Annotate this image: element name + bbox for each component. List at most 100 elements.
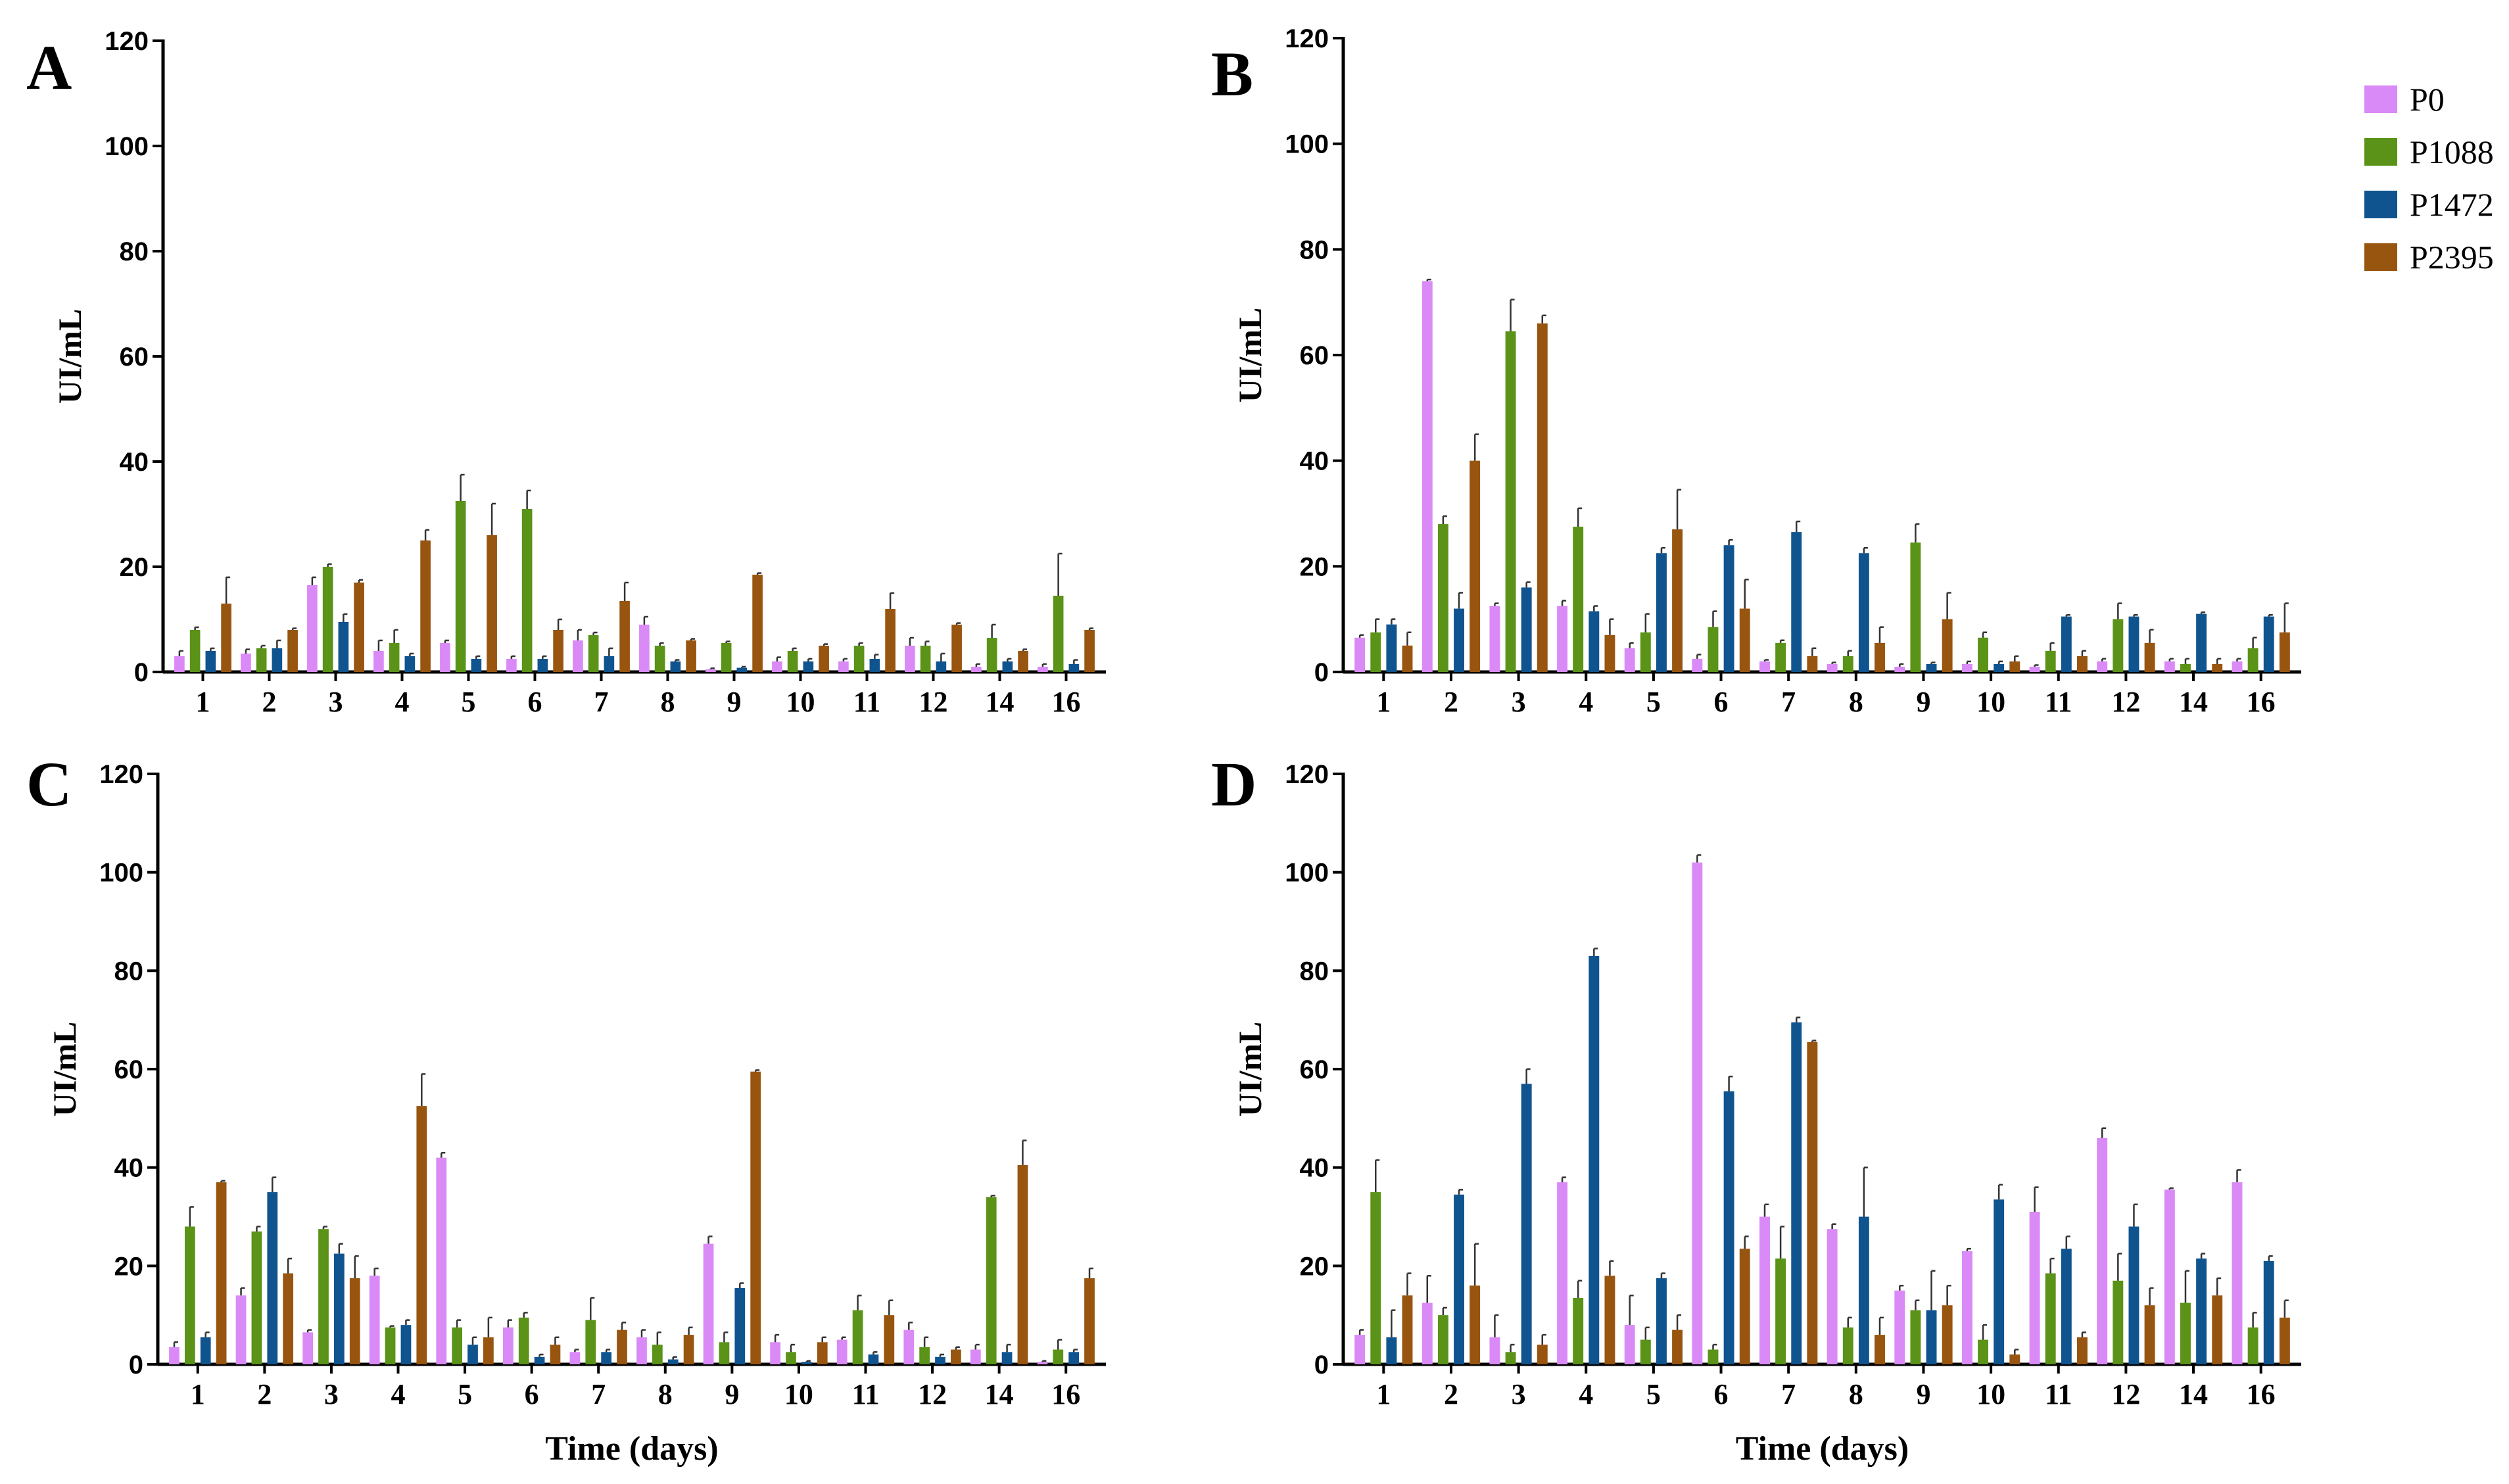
bar-p1472-5 — [467, 1345, 478, 1364]
x-tick-label: 1 — [191, 1378, 205, 1410]
y-tick-label: 0 — [1314, 1351, 1329, 1379]
x-tick-label: 7 — [1781, 686, 1796, 718]
y-axis-label: UI/mL — [1231, 308, 1268, 402]
x-tick-label: 5 — [1646, 686, 1661, 718]
legend: P0 P1088 P1472 P2395 — [2364, 81, 2494, 275]
bar-p1472-7 — [1791, 532, 1802, 672]
bar-p2395-5 — [1672, 1329, 1683, 1364]
bar-p2395-14 — [2212, 1295, 2223, 1364]
x-tick-label: 11 — [2045, 686, 2072, 718]
x-tick-label: 6 — [1714, 686, 1729, 718]
bar-p0-6 — [1692, 658, 1703, 672]
legend-label-p2395: P2395 — [2410, 239, 2494, 275]
y-tick-label: 100 — [105, 132, 149, 161]
x-tick-label: 16 — [2247, 686, 2276, 718]
bar-p1088-16 — [1053, 1349, 1064, 1364]
bar-p0-3 — [1489, 1337, 1500, 1364]
bar-p1472-6 — [537, 659, 548, 672]
bar-p2395-1 — [216, 1182, 227, 1364]
x-tick-label: 7 — [1781, 1378, 1796, 1410]
bar-p2395-11 — [885, 609, 896, 672]
bar-p2395-3 — [1537, 323, 1548, 672]
bar-p1088-5 — [455, 501, 466, 672]
bar-p1472-1 — [1386, 624, 1397, 672]
bar-p1472-14 — [2196, 613, 2207, 672]
bar-p2395-9 — [1942, 619, 1953, 672]
x-tick-label: 1 — [1376, 686, 1391, 718]
bar-p0-14 — [2164, 1189, 2175, 1364]
bar-p1472-8 — [1858, 553, 1869, 672]
x-tick-label: 10 — [1976, 686, 2005, 718]
bar-p1088-9 — [721, 643, 732, 672]
bar-p0-4 — [1557, 606, 1568, 672]
x-tick-label: 9 — [727, 686, 742, 718]
x-tick-label: 4 — [391, 1378, 406, 1410]
legend-label-p1472: P1472 — [2410, 186, 2494, 223]
bar-p2395-1 — [1402, 1295, 1413, 1364]
bar-p1472-2 — [1454, 608, 1464, 672]
bar-p2395-12 — [2144, 1305, 2155, 1364]
bar-p1472-4 — [404, 656, 416, 672]
bar-p0-5 — [1624, 1325, 1635, 1364]
bar-p1088-8 — [1842, 1327, 1853, 1364]
bar-p0-3 — [1489, 606, 1500, 672]
bar-p1472-6 — [1723, 545, 1734, 672]
bar-p1088-8 — [654, 646, 665, 672]
bar-p1088-3 — [1505, 331, 1516, 673]
legend-label-p1088: P1088 — [2410, 133, 2494, 170]
x-tick-label: 14 — [2179, 686, 2208, 718]
bar-p2395-1 — [1402, 645, 1413, 672]
y-tick-label: 80 — [1300, 957, 1329, 986]
y-tick-label: 120 — [99, 760, 143, 789]
x-tick-label: 8 — [661, 686, 675, 718]
y-tick-label: 80 — [1300, 235, 1329, 264]
x-tick-label: 9 — [1916, 686, 1930, 718]
bar-p1472-4 — [400, 1325, 412, 1364]
x-tick-label: 8 — [1849, 1378, 1863, 1410]
y-tick-label: 100 — [1285, 859, 1329, 888]
bar-p1088-6 — [1708, 627, 1719, 672]
bar-p0-1 — [169, 1347, 179, 1364]
bar-p2395-7 — [1807, 656, 1818, 672]
bar-p1472-10 — [1994, 1199, 2005, 1364]
y-tick-label: 20 — [1300, 1252, 1329, 1281]
bar-p2395-4 — [416, 1106, 427, 1364]
x-axis-label: Time (days) — [545, 1430, 718, 1468]
x-tick-label: 10 — [1976, 1378, 2005, 1410]
bar-p2395-2 — [1470, 1285, 1481, 1364]
bar-p0-2 — [235, 1295, 247, 1364]
bar-p1088-16 — [1053, 596, 1064, 672]
bar-p1088-8 — [652, 1345, 663, 1364]
x-tick-label: 5 — [462, 686, 476, 718]
bar-p0-14 — [970, 1349, 981, 1364]
x-tick-label: 11 — [852, 1378, 880, 1410]
bar-p1088-6 — [1708, 1349, 1719, 1364]
x-tick-label: 2 — [257, 1378, 272, 1410]
bar-p0-11 — [836, 1339, 848, 1364]
bar-p2395-5 — [483, 1337, 494, 1364]
bar-p0-14 — [2164, 661, 2175, 672]
x-tick-label: 4 — [395, 686, 410, 718]
x-tick-label: 14 — [986, 686, 1015, 718]
bar-p0-7 — [1759, 1216, 1770, 1364]
bar-p2395-14 — [1017, 1164, 1028, 1364]
bar-p1472-9 — [1926, 1310, 1937, 1364]
bar-p1088-4 — [1573, 527, 1584, 672]
bar-p2395-14 — [1018, 651, 1028, 672]
x-tick-label: 3 — [329, 686, 343, 718]
bar-p2395-16 — [2279, 1317, 2290, 1364]
bar-p0-6 — [1692, 862, 1703, 1364]
bar-p1088-4 — [385, 1327, 396, 1364]
bar-p2395-16 — [1084, 1278, 1095, 1364]
bar-p1088-10 — [1978, 637, 1989, 672]
bar-p2395-6 — [553, 630, 563, 672]
bar-p0-9 — [1894, 666, 1905, 672]
bar-p2395-4 — [1604, 634, 1615, 672]
bar-p0-10 — [772, 661, 782, 672]
bar-p1088-9 — [1910, 542, 1921, 672]
bar-p1088-14 — [986, 638, 997, 672]
y-tick-label: 40 — [1300, 447, 1329, 476]
bar-p1088-6 — [521, 509, 533, 672]
x-tick-label: 16 — [1051, 1378, 1080, 1410]
bar-p0-6 — [506, 659, 517, 672]
